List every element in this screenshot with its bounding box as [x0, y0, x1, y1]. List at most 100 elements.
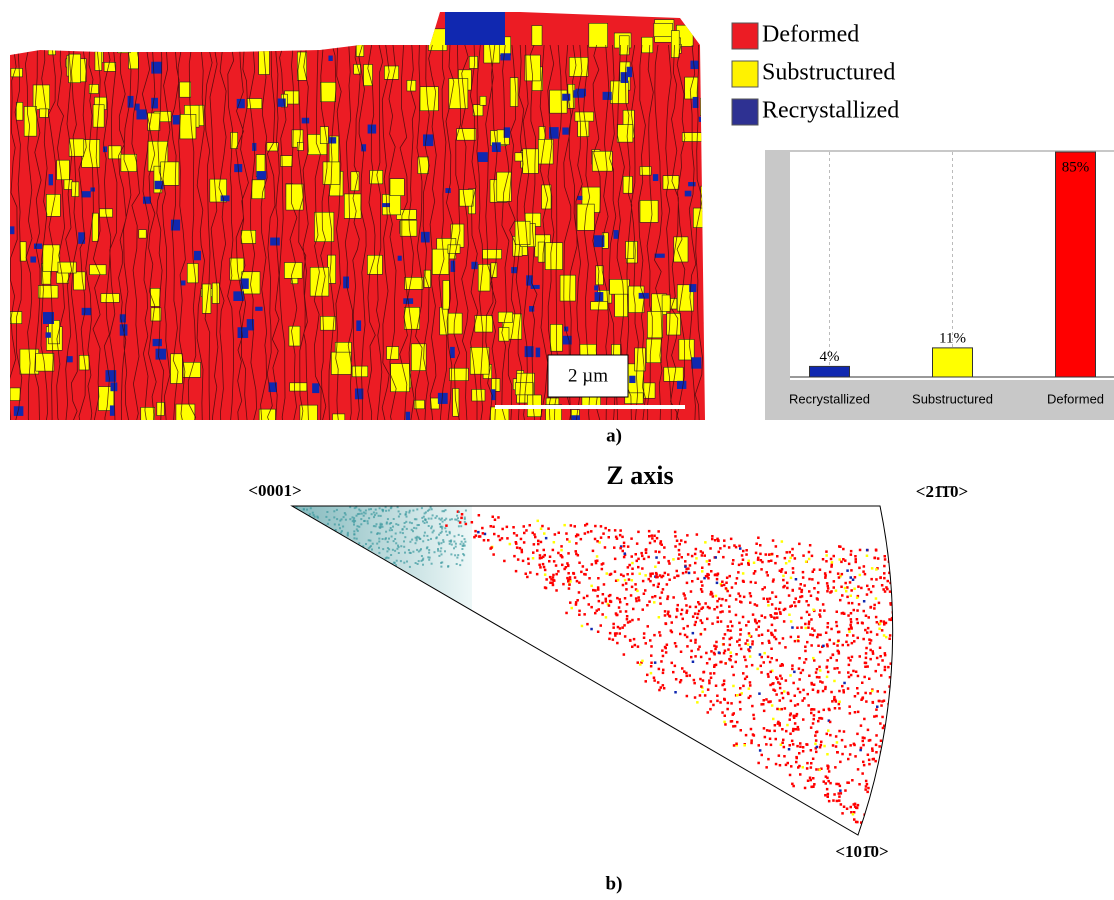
orientation-point [519, 537, 523, 541]
orientation-point [653, 601, 656, 604]
orientation-point [894, 725, 897, 728]
orientation-point [593, 537, 597, 541]
orientation-point [836, 667, 839, 670]
orientation-point [773, 635, 776, 639]
orientation-point [905, 696, 908, 699]
orientation-point [717, 539, 720, 543]
orientation-point [582, 596, 586, 600]
grain [109, 405, 115, 416]
orientation-point [897, 560, 900, 563]
orientation-point [749, 646, 752, 649]
orientation-point [888, 571, 891, 575]
orientation-point [861, 681, 864, 684]
grain [496, 171, 512, 202]
orientation-point [809, 726, 813, 729]
orientation-point [819, 633, 822, 637]
orientation-point [730, 586, 734, 589]
orientation-point [835, 610, 838, 613]
orientation-point [916, 849, 919, 852]
orientation-point [368, 546, 371, 549]
grain [450, 260, 456, 272]
orientation-point [615, 537, 619, 540]
orientation-point [493, 518, 497, 521]
orientation-point [539, 540, 543, 544]
orientation-point [674, 535, 677, 538]
orientation-point [913, 717, 916, 720]
orientation-point [770, 657, 773, 660]
orientation-point [607, 594, 611, 598]
orientation-point [711, 595, 715, 598]
orientation-point [303, 546, 306, 549]
orientation-point [574, 601, 578, 604]
orientation-point [634, 588, 638, 591]
orientation-point [463, 538, 466, 541]
orientation-point [722, 643, 725, 646]
orientation-point [336, 537, 339, 540]
grain [691, 357, 702, 369]
orientation-point [697, 609, 701, 613]
orientation-point [871, 700, 874, 704]
grain [90, 187, 95, 192]
orientation-point [901, 657, 904, 660]
orientation-point [828, 570, 832, 574]
orientation-point [450, 553, 453, 556]
orientation-point [641, 554, 644, 558]
orientation-point [657, 667, 661, 671]
orientation-point [626, 566, 630, 569]
orientation-point [729, 629, 732, 632]
orientation-point [346, 533, 349, 536]
orientation-point [445, 524, 448, 527]
orientation-point [623, 552, 626, 555]
grain [437, 392, 448, 404]
orientation-point [779, 664, 782, 667]
orientation-point [791, 664, 794, 667]
orientation-point [490, 546, 493, 549]
orientation-point [842, 689, 845, 692]
orientation-point [772, 578, 775, 581]
orientation-point [435, 515, 438, 518]
orientation-point [340, 549, 343, 552]
orientation-point [514, 541, 518, 544]
orientation-point [416, 563, 419, 565]
orientation-point [760, 568, 763, 571]
orientation-point [371, 556, 374, 559]
orientation-point [691, 631, 695, 635]
orientation-point [734, 598, 738, 601]
orientation-point [302, 519, 305, 522]
orientation-point [839, 803, 843, 806]
orientation-point [864, 628, 867, 632]
orientation-point [461, 548, 464, 550]
orientation-point [873, 603, 876, 607]
orientation-point [424, 511, 427, 514]
grain [471, 261, 478, 270]
orientation-point [385, 556, 388, 559]
orientation-point [770, 631, 773, 635]
orientation-point [848, 753, 852, 756]
orientation-point [379, 522, 382, 525]
orientation-point [810, 711, 813, 715]
orientation-point [552, 560, 556, 563]
grain [529, 305, 535, 312]
orientation-point [801, 699, 804, 702]
orientation-point [515, 534, 519, 537]
orientation-point [772, 717, 775, 721]
orientation-point [804, 626, 807, 630]
orientation-point [910, 630, 913, 633]
orientation-point [708, 606, 711, 610]
orientation-point [712, 651, 716, 655]
orientation-point [916, 559, 919, 562]
grain [456, 128, 477, 141]
orientation-point [562, 582, 565, 586]
orientation-point [599, 525, 603, 528]
orientation-point [567, 552, 570, 555]
orientation-point [322, 530, 324, 533]
orientation-point [732, 559, 735, 562]
orientation-point [825, 675, 829, 679]
orientation-point [717, 550, 720, 554]
orientation-point [874, 743, 878, 747]
orientation-point [450, 540, 452, 543]
grain [564, 326, 569, 332]
orientation-point [816, 633, 820, 636]
microstructure-map [10, 12, 705, 420]
orientation-point [537, 539, 540, 543]
